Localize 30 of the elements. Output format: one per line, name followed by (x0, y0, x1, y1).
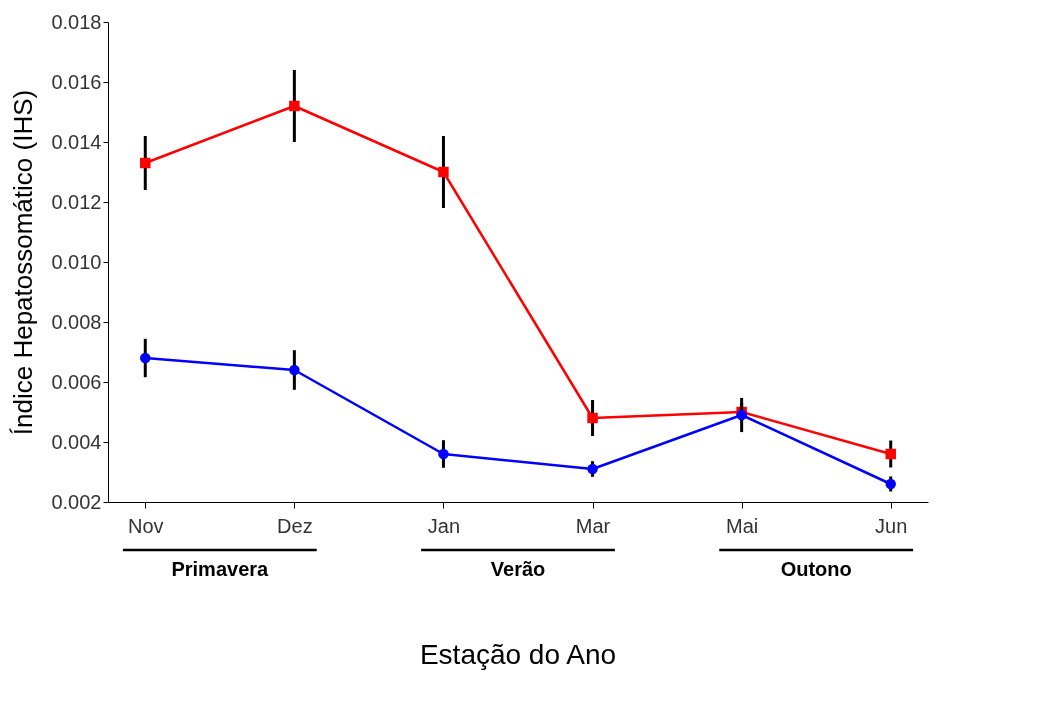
point (438, 448, 449, 460)
x-tick-label: Jun (875, 514, 908, 537)
point (140, 352, 151, 364)
y-tick-label: 0.002 (51, 490, 102, 513)
point (289, 364, 300, 376)
point (885, 478, 896, 490)
x-tick-label: Mai (726, 514, 759, 537)
y-tick-label: 0.014 (51, 130, 102, 153)
y-tick-label: 0.012 (51, 190, 102, 213)
point (140, 157, 151, 169)
x-tick-label: Jan (427, 514, 461, 537)
y-tick-label: 0.016 (51, 70, 102, 93)
point (438, 166, 449, 178)
text: Verão (490, 558, 546, 580)
point (289, 100, 300, 112)
x-tick-label: Mar (575, 514, 611, 537)
text: Primavera (171, 558, 270, 580)
text: Outono (780, 558, 852, 580)
x-axis-title: Estação do Ano (419, 639, 617, 670)
y-axis-title: Índice Hepatossomático (IHS) (8, 89, 39, 436)
x-tick-label: Nov (127, 514, 164, 537)
point (587, 412, 598, 424)
y-tick-label: 0.004 (51, 430, 102, 453)
y-tick-label: 0.008 (51, 310, 102, 333)
x-tick-label: Dez (277, 514, 313, 537)
y-tick-label: 0.018 (51, 10, 102, 33)
point (885, 448, 896, 460)
y-tick-label: 0.010 (51, 250, 102, 273)
point (587, 463, 598, 475)
y-tick-label: 0.006 (51, 370, 102, 393)
